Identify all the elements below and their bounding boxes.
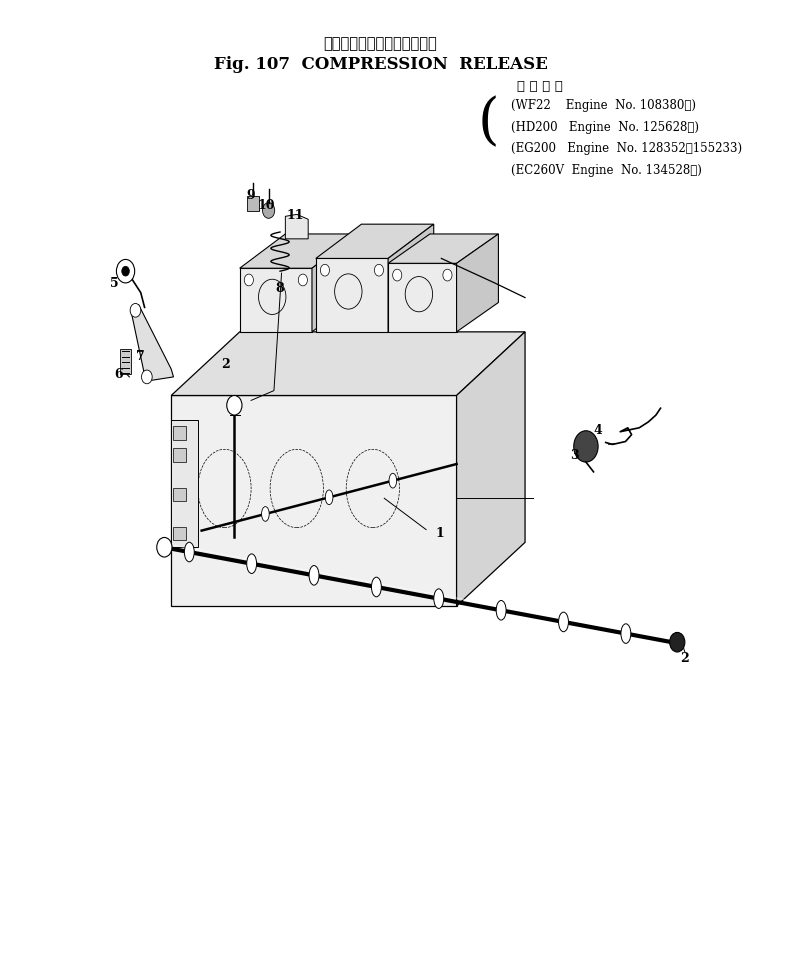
Bar: [120, 350, 131, 375]
Polygon shape: [240, 235, 358, 269]
Text: 4: 4: [593, 423, 602, 437]
Ellipse shape: [247, 555, 256, 574]
Text: 9: 9: [247, 189, 255, 202]
Text: コンプレッション　リリーズ: コンプレッション リリーズ: [324, 37, 437, 51]
Text: 2: 2: [221, 357, 229, 371]
Circle shape: [298, 275, 308, 287]
Circle shape: [320, 265, 330, 277]
Text: 11: 11: [286, 208, 304, 222]
Ellipse shape: [184, 543, 195, 562]
Circle shape: [157, 538, 172, 557]
Text: (: (: [478, 96, 499, 151]
Text: 3: 3: [570, 448, 579, 462]
Bar: [173, 488, 186, 502]
Polygon shape: [171, 421, 198, 548]
Text: 6: 6: [115, 368, 123, 381]
Polygon shape: [286, 215, 308, 240]
Polygon shape: [131, 305, 173, 381]
Text: 8: 8: [275, 282, 284, 295]
Circle shape: [374, 265, 384, 277]
Ellipse shape: [389, 474, 396, 489]
Circle shape: [392, 270, 402, 282]
Ellipse shape: [621, 624, 631, 644]
Circle shape: [227, 396, 242, 416]
Text: 2: 2: [680, 651, 689, 665]
Text: (WF22    Engine  No. 108380～): (WF22 Engine No. 108380～): [511, 99, 696, 112]
Polygon shape: [316, 225, 433, 259]
Polygon shape: [316, 259, 388, 333]
Polygon shape: [171, 333, 525, 396]
Ellipse shape: [372, 578, 381, 598]
Bar: [173, 426, 186, 440]
Circle shape: [573, 431, 598, 463]
Circle shape: [670, 633, 685, 652]
Text: 適 用 号 機: 適 用 号 機: [517, 79, 563, 93]
Bar: [173, 449, 186, 463]
Ellipse shape: [309, 566, 319, 586]
Circle shape: [142, 371, 152, 384]
Polygon shape: [456, 333, 525, 606]
Text: 10: 10: [258, 199, 275, 212]
Polygon shape: [388, 225, 433, 333]
Text: 1: 1: [436, 526, 445, 540]
Bar: [173, 527, 186, 541]
Text: 5: 5: [110, 277, 119, 290]
Text: 7: 7: [136, 349, 146, 363]
Ellipse shape: [262, 507, 269, 522]
Text: (EC260V  Engine  No. 134528～): (EC260V Engine No. 134528～): [511, 163, 702, 177]
Ellipse shape: [433, 589, 444, 608]
Text: (HD200   Engine  No. 125628～): (HD200 Engine No. 125628～): [511, 120, 699, 134]
Circle shape: [122, 267, 130, 277]
Polygon shape: [171, 396, 456, 606]
Text: Fig. 107  COMPRESSION  RELEASE: Fig. 107 COMPRESSION RELEASE: [214, 56, 547, 73]
Polygon shape: [456, 235, 498, 333]
Polygon shape: [240, 269, 312, 333]
Polygon shape: [312, 235, 358, 333]
Circle shape: [244, 275, 253, 287]
Ellipse shape: [325, 491, 333, 505]
Bar: [248, 197, 259, 212]
Circle shape: [443, 270, 452, 282]
Ellipse shape: [496, 600, 506, 620]
Circle shape: [131, 304, 141, 318]
Circle shape: [116, 260, 134, 284]
Polygon shape: [388, 264, 456, 333]
Polygon shape: [388, 235, 498, 264]
Circle shape: [263, 203, 274, 219]
Text: (EG200   Engine  No. 128352～155233): (EG200 Engine No. 128352～155233): [511, 142, 743, 156]
Ellipse shape: [558, 612, 569, 632]
